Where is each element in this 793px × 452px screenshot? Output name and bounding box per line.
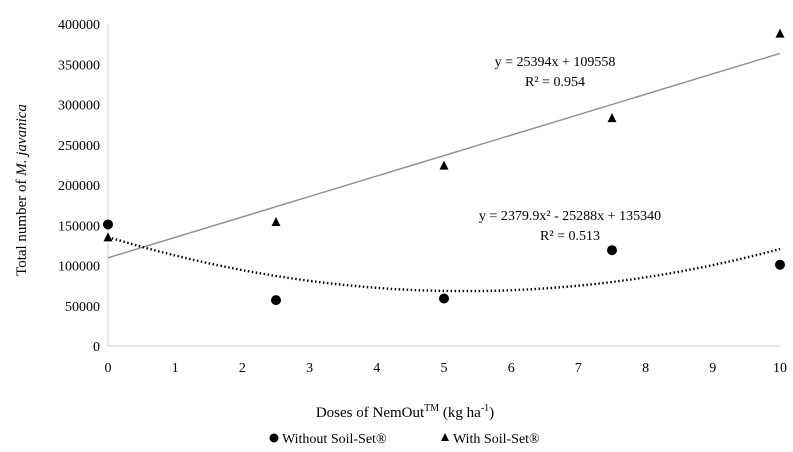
- x-tick-labels: 0 1 2 3 4 5 6 7 8 9 10: [105, 361, 788, 376]
- y-tick-label: 100000: [58, 260, 100, 275]
- x-tick-label: 8: [642, 361, 649, 376]
- x-tick-label: 10: [773, 361, 787, 376]
- point-with-soil-set: [271, 217, 281, 227]
- y-tick-label: 400000: [58, 18, 100, 33]
- legend-marker-without: [269, 433, 279, 443]
- legend-label-without: Without Soil-Set®: [282, 432, 387, 447]
- point-without-soil-set: [439, 293, 449, 304]
- point-without-soil-set: [775, 259, 785, 270]
- poly-equation: y = 2379.9x² - 25288x + 135340: [479, 209, 661, 224]
- point-with-soil-set: [607, 113, 617, 123]
- point-without-soil-set: [607, 245, 617, 256]
- linear-equation: y = 25394x + 109558: [495, 55, 616, 70]
- point-with-soil-set: [775, 28, 785, 38]
- point-with-soil-set: [103, 232, 113, 242]
- x-tick-label: 1: [172, 361, 179, 376]
- x-tick-label: 6: [508, 361, 515, 376]
- x-tick-label: 7: [575, 361, 582, 376]
- x-axis-title: Doses of NemOutTM (kg ha-1): [316, 403, 494, 421]
- linear-trendline: [107, 52, 781, 259]
- y-tick-label: 0: [93, 340, 100, 355]
- y-tick-label: 350000: [58, 58, 100, 73]
- y-tick-label: 250000: [58, 139, 100, 154]
- y-tick-label: 150000: [58, 219, 100, 234]
- x-tick-label: 4: [373, 361, 380, 376]
- x-tick-label: 0: [105, 361, 112, 376]
- point-without-soil-set: [103, 219, 113, 230]
- x-tick-label: 3: [306, 361, 313, 376]
- axes: [107, 24, 780, 347]
- data-points: [103, 28, 785, 306]
- x-tick-label: 5: [441, 361, 448, 376]
- x-tick-label: 9: [709, 361, 716, 376]
- y-tick-label: 200000: [58, 179, 100, 194]
- y-tick-labels: 0 50000 100000 150000 200000 250000 300000 3500…: [58, 18, 100, 355]
- y-axis-title: Total number of M. javanica: [14, 104, 30, 276]
- poly-r2: R² = 0.513: [540, 229, 600, 244]
- legend: Without Soil-Set® With Soil-Set®: [269, 432, 540, 447]
- point-without-soil-set: [271, 295, 281, 306]
- x-tick-label: 2: [239, 361, 246, 376]
- polynomial-trendline: [107, 235, 781, 293]
- linear-r2: R² = 0.954: [525, 75, 585, 90]
- legend-label-with: With Soil-Set®: [453, 432, 540, 447]
- y-tick-label: 300000: [58, 99, 100, 114]
- point-with-soil-set: [439, 160, 449, 170]
- y-tick-label: 50000: [65, 300, 100, 315]
- trendlines: [107, 52, 781, 293]
- legend-marker-with: [441, 433, 449, 441]
